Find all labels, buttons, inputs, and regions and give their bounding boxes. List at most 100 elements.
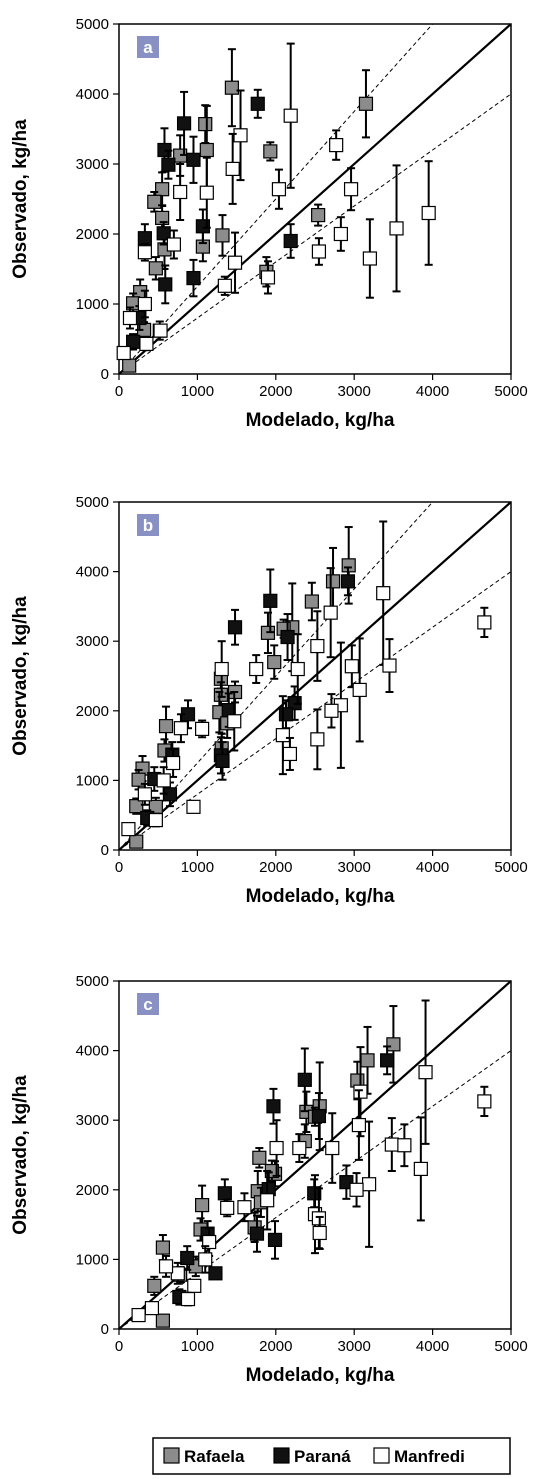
y-tick-label: 5000 bbox=[76, 16, 109, 33]
data-point bbox=[260, 1193, 275, 1208]
data-point bbox=[187, 1278, 202, 1293]
y-axis-title: Observado, kg/ha bbox=[10, 119, 31, 279]
data-point bbox=[122, 310, 138, 326]
data-point bbox=[290, 661, 305, 677]
data-point bbox=[389, 221, 404, 236]
data-point bbox=[413, 1161, 428, 1177]
data-point bbox=[292, 1140, 307, 1156]
data-point bbox=[170, 1266, 185, 1281]
data-point bbox=[227, 255, 243, 270]
series-manfredi bbox=[121, 520, 492, 837]
y-axis-title: Observado, kg/ha bbox=[10, 596, 31, 756]
data-point bbox=[362, 251, 377, 266]
x-tick-label: 4000 bbox=[416, 383, 449, 400]
data-point bbox=[250, 96, 265, 111]
data-point bbox=[214, 661, 229, 677]
data-point bbox=[260, 270, 276, 285]
deviation-line bbox=[119, 571, 511, 850]
data-point bbox=[129, 834, 144, 849]
data-point bbox=[215, 228, 230, 243]
x-tick-label: 3000 bbox=[338, 859, 371, 876]
data-point bbox=[147, 194, 162, 209]
panel-label-badge bbox=[137, 36, 159, 58]
data-point bbox=[148, 812, 163, 828]
data-point bbox=[173, 721, 189, 736]
data-point bbox=[386, 1037, 401, 1052]
data-point bbox=[282, 746, 298, 762]
y-tick-label: 5000 bbox=[76, 494, 109, 511]
data-point bbox=[275, 728, 290, 743]
data-point bbox=[380, 1053, 395, 1068]
panel-label-badge bbox=[137, 514, 159, 536]
x-tick-label: 1000 bbox=[181, 383, 214, 400]
data-point bbox=[283, 233, 298, 249]
y-tick-label: 3000 bbox=[76, 633, 109, 650]
panel-b: 0 1000 2000 3000 4000 5000 0 1000 2000 3000 4000 50… bbox=[10, 494, 528, 907]
deviation-line bbox=[119, 24, 433, 374]
legend-swatch-rafaela bbox=[163, 1447, 180, 1464]
panel-label: a bbox=[143, 38, 153, 57]
y-tick-label: 2000 bbox=[76, 226, 109, 243]
data-point bbox=[215, 753, 230, 769]
data-point bbox=[267, 1232, 283, 1248]
y-tick-label: 4000 bbox=[76, 86, 109, 103]
data-point bbox=[237, 1200, 252, 1215]
data-point bbox=[310, 638, 325, 654]
data-point bbox=[344, 659, 359, 674]
data-point bbox=[358, 96, 374, 111]
x-tick-label: 1000 bbox=[181, 859, 214, 876]
x-axis-title: Modelado, kg/ha bbox=[246, 410, 395, 431]
panel-label: c bbox=[143, 995, 152, 1014]
data-point bbox=[477, 615, 492, 630]
x-tick-label: 0 bbox=[115, 859, 123, 876]
data-point bbox=[382, 658, 397, 673]
data-point bbox=[156, 226, 171, 241]
data-point bbox=[227, 714, 242, 729]
data-point bbox=[199, 185, 214, 200]
data-point bbox=[325, 574, 341, 589]
x-tick-label: 5000 bbox=[494, 1338, 527, 1355]
x-tick-label: 2000 bbox=[259, 383, 292, 400]
data-point bbox=[147, 1278, 162, 1293]
series-manfredi bbox=[131, 999, 492, 1323]
data-point bbox=[249, 661, 264, 677]
data-point bbox=[269, 1140, 284, 1156]
data-point bbox=[283, 108, 298, 123]
data-point bbox=[198, 116, 213, 132]
data-point bbox=[352, 682, 367, 698]
y-tick-label: 2000 bbox=[76, 1182, 109, 1199]
y-tick-label: 3000 bbox=[76, 156, 109, 173]
data-point bbox=[252, 1150, 267, 1165]
x-axis-title: Modelado, kg/ha bbox=[246, 886, 395, 907]
data-point bbox=[349, 1182, 364, 1197]
data-point bbox=[180, 1250, 195, 1266]
y-tick-label: 1000 bbox=[76, 1251, 109, 1268]
data-point bbox=[137, 787, 152, 802]
data-point bbox=[267, 654, 282, 670]
data-point bbox=[131, 1307, 146, 1323]
data-point bbox=[351, 1117, 367, 1133]
data-point bbox=[186, 799, 201, 814]
deviation-line bbox=[119, 93, 511, 374]
panel-label-badge bbox=[137, 993, 159, 1015]
data-point bbox=[421, 205, 436, 221]
data-point bbox=[186, 271, 201, 286]
data-point bbox=[158, 719, 174, 734]
data-point bbox=[271, 182, 287, 197]
data-point bbox=[324, 703, 339, 718]
data-point bbox=[121, 822, 136, 837]
data-point bbox=[161, 157, 176, 172]
legend-swatch-manfredi bbox=[373, 1447, 390, 1464]
data-point bbox=[333, 226, 348, 242]
data-point bbox=[217, 278, 232, 293]
data-point bbox=[224, 80, 239, 95]
data-point bbox=[220, 1200, 235, 1215]
data-point bbox=[129, 799, 144, 814]
panel-c: 0 1000 2000 3000 4000 5000 0 1000 2000 3000 4000 50… bbox=[10, 973, 528, 1386]
data-point bbox=[311, 1108, 327, 1124]
data-point bbox=[353, 1084, 368, 1099]
data-point bbox=[249, 1226, 265, 1241]
data-point bbox=[144, 1301, 160, 1316]
data-point bbox=[343, 182, 359, 197]
